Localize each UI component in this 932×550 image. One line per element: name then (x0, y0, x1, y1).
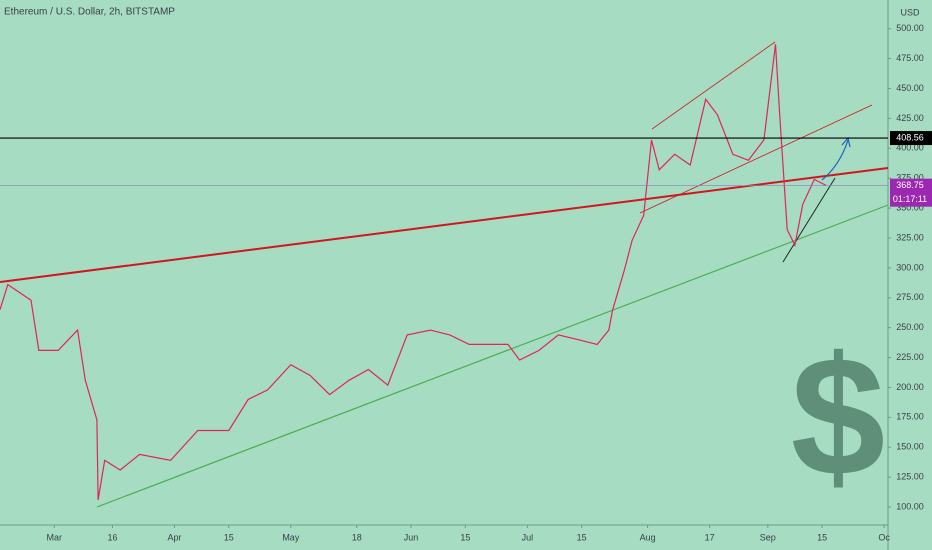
x-tick-label: Sep (760, 532, 776, 542)
y-tick-label: 450.00 (896, 83, 924, 93)
last-price-label: 368.75 (896, 180, 924, 190)
x-tick-label: May (282, 532, 300, 542)
y-tick-label: 175.00 (896, 412, 924, 422)
y-tick-label: 350.00 (896, 202, 924, 212)
axis-unit: USD (900, 7, 920, 17)
y-tick-label: 275.00 (896, 292, 924, 302)
channel-line (639, 104, 873, 214)
channel-line (651, 41, 776, 130)
x-tick-label: 16 (107, 532, 117, 542)
arrow (821, 139, 849, 181)
x-tick-label: 17 (705, 532, 715, 542)
x-tick-label: Aug (640, 532, 656, 542)
y-tick-label: 425.00 (896, 113, 924, 123)
trend-line (0, 167, 889, 283)
last-price-badge (890, 178, 932, 207)
y-tick-label: 325.00 (896, 232, 924, 242)
y-tick-label: 150.00 (896, 442, 924, 452)
x-tick-label: Jun (404, 532, 419, 542)
y-tick-label: 125.00 (896, 472, 924, 482)
y-tick-label: 200.00 (896, 382, 924, 392)
x-tick-label: Oc (878, 532, 890, 542)
y-tick-label: 100.00 (896, 501, 924, 511)
y-tick-label: 375.00 (896, 173, 924, 183)
y-tick-label: 400.00 (896, 143, 924, 153)
trend-line (96, 204, 889, 508)
x-tick-label: 15 (224, 532, 234, 542)
x-tick-label: 18 (352, 532, 362, 542)
y-tick-label: 475.00 (896, 53, 924, 63)
x-tick-label: 15 (577, 532, 587, 542)
price-line (0, 44, 827, 500)
level-badge (890, 131, 932, 146)
x-tick-label: Mar (47, 532, 63, 542)
x-tick-label: Apr (167, 532, 181, 542)
support-line (782, 177, 836, 263)
watermark: $ (791, 322, 886, 512)
x-tick-label: 15 (460, 532, 470, 542)
chart-title: Ethereum / U.S. Dollar, 2h, BITSTAMP (4, 7, 175, 18)
y-tick-label: 300.00 (896, 262, 924, 272)
level-label: 408.56 (896, 132, 924, 142)
countdown: 01:17:11 (893, 194, 927, 204)
y-tick-label: 225.00 (896, 352, 924, 362)
y-tick-label: 250.00 (896, 322, 924, 332)
x-tick-label: Jul (522, 532, 534, 542)
x-tick-label: 15 (817, 532, 827, 542)
y-tick-label: 500.00 (896, 23, 924, 33)
